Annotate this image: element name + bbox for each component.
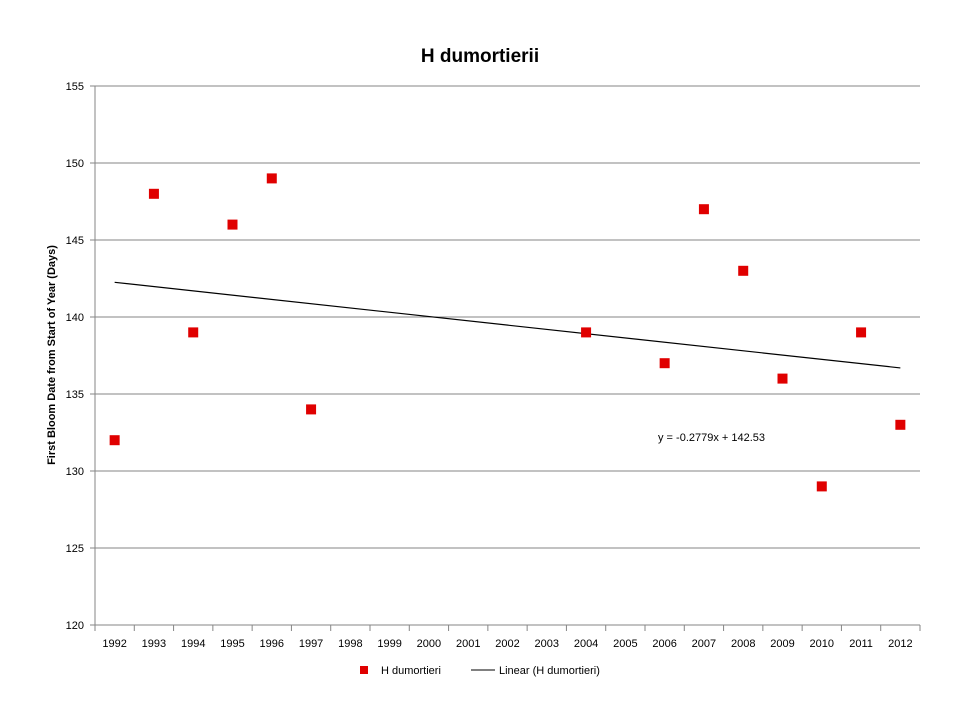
y-tick-label-125: 125: [66, 543, 84, 555]
y-tick-label-140: 140: [66, 312, 84, 324]
y-tick-label-145: 145: [66, 235, 84, 247]
trendline-group: [114, 281, 901, 369]
y-tick-label-135: 135: [66, 389, 84, 401]
data-point-1994: [188, 327, 199, 338]
data-points: [109, 173, 906, 492]
x-tick-label-1992: 1992: [102, 638, 126, 650]
data-point-1992: [109, 435, 120, 446]
data-point-2004: [581, 327, 592, 338]
x-tick-label-2005: 2005: [613, 638, 637, 650]
x-tick-label-1997: 1997: [299, 638, 323, 650]
y-tick-label-130: 130: [66, 466, 84, 478]
x-tick-label-2007: 2007: [692, 638, 716, 650]
data-point-2011: [856, 327, 867, 338]
trendline: [114, 281, 901, 369]
x-tick-label-1999: 1999: [377, 638, 401, 650]
x-tick-label-2011: 2011: [849, 638, 873, 650]
data-point-2008: [738, 265, 749, 276]
legend-label-series: H dumortieri: [381, 665, 441, 677]
data-point-1993: [148, 188, 159, 199]
y-tick-labels: 120 125 130 135 140 145 150 155: [66, 81, 95, 632]
x-tick-label-2004: 2004: [574, 638, 598, 650]
x-tick-label-2001: 2001: [456, 638, 480, 650]
gridlines: [95, 85, 920, 549]
data-point-2010: [816, 481, 827, 492]
x-tick-label-1993: 1993: [142, 638, 166, 650]
x-tick-label-1996: 1996: [260, 638, 284, 650]
x-tick-label-2008: 2008: [731, 638, 755, 650]
data-point-1996: [266, 173, 277, 184]
x-tick-label-1994: 1994: [181, 638, 205, 650]
data-point-2009: [777, 373, 788, 384]
x-tick-label-2010: 2010: [810, 638, 834, 650]
legend-label-trendline: Linear (H dumortieri): [499, 665, 600, 677]
legend-marker-series: [360, 666, 368, 674]
y-axis-label: First Bloom Date from Start of Year (Day…: [46, 245, 58, 465]
chart-title: H dumortierii: [421, 46, 539, 67]
x-tick-label-2009: 2009: [770, 638, 794, 650]
x-tick-label-2012: 2012: [888, 638, 912, 650]
trendline-equation: y = -0.2779x + 142.53: [658, 432, 765, 444]
data-point-2012: [895, 419, 906, 430]
legend: H dumortieri Linear (H dumortieri): [360, 665, 600, 677]
data-point-1995: [227, 219, 238, 230]
y-tick-label-150: 150: [66, 158, 84, 170]
y-tick-label-155: 155: [66, 81, 84, 93]
x-tick-label-2006: 2006: [652, 638, 676, 650]
data-point-2007: [698, 204, 709, 215]
x-tick-labels: 1992 1993 1994 1995 1996 1997 1998 1999 2000 2001…: [94, 625, 921, 650]
axes: [94, 86, 920, 626]
data-point-1997: [306, 404, 317, 415]
x-tick-label-2003: 2003: [535, 638, 559, 650]
y-tick-label-120: 120: [66, 620, 84, 632]
x-tick-label-2002: 2002: [495, 638, 519, 650]
x-tick-label-1995: 1995: [220, 638, 244, 650]
x-tick-label-1998: 1998: [338, 638, 362, 650]
data-point-2006: [659, 358, 670, 369]
x-tick-label-2000: 2000: [417, 638, 441, 650]
